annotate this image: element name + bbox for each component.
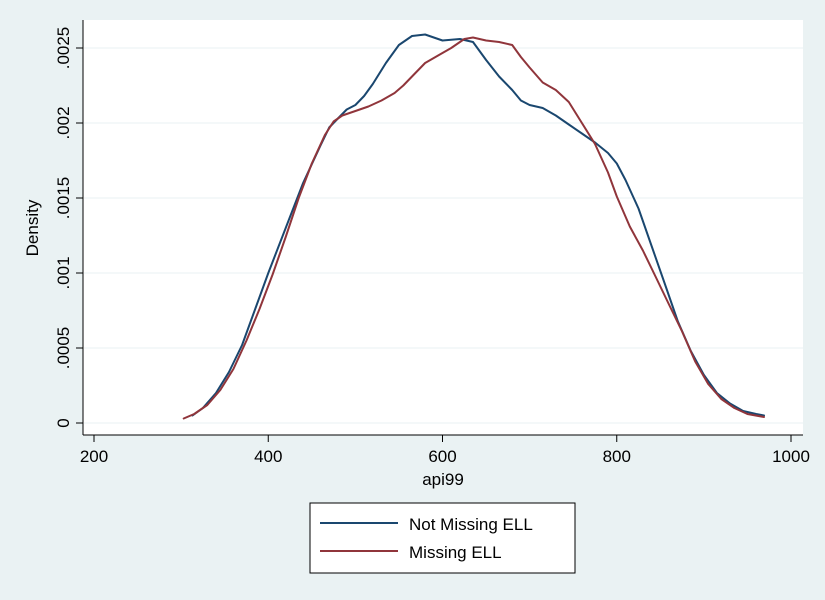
legend-label-missing-ell: Missing ELL: [409, 543, 502, 562]
series-lines: [182, 33, 765, 420]
x-tick-label-4: 1000: [772, 447, 810, 466]
x-tick-label-0: 200: [80, 447, 108, 466]
y-tick-label-1: .0005: [54, 327, 73, 370]
legend-label-not-missing-ell: Not Missing ELL: [409, 515, 533, 534]
series-line-0: [191, 33, 765, 417]
y-axis-title: Density: [23, 199, 42, 256]
x-tick-label-1: 400: [254, 447, 282, 466]
y-tick-label-0: 0: [54, 418, 73, 427]
legend-box: [309, 502, 576, 574]
x-tick-label-2: 600: [428, 447, 456, 466]
x-tick-label-3: 800: [603, 447, 631, 466]
tick-marks: 0 .0005 .001 .0015 .002 .0025 200 400 600 800 1000: [54, 27, 810, 466]
grid-lines: [84, 47, 803, 424]
y-tick-label-3: .0015: [54, 177, 73, 220]
y-tick-label-2: .001: [54, 256, 73, 289]
y-tick-label-5: .0025: [54, 27, 73, 70]
x-axis-title: api99: [422, 470, 464, 489]
y-tick-label-4: .002: [54, 106, 73, 139]
legend: Not Missing ELL Missing ELL: [309, 502, 576, 574]
plot-region-background: [83, 20, 803, 435]
series-line-1: [182, 36, 765, 420]
